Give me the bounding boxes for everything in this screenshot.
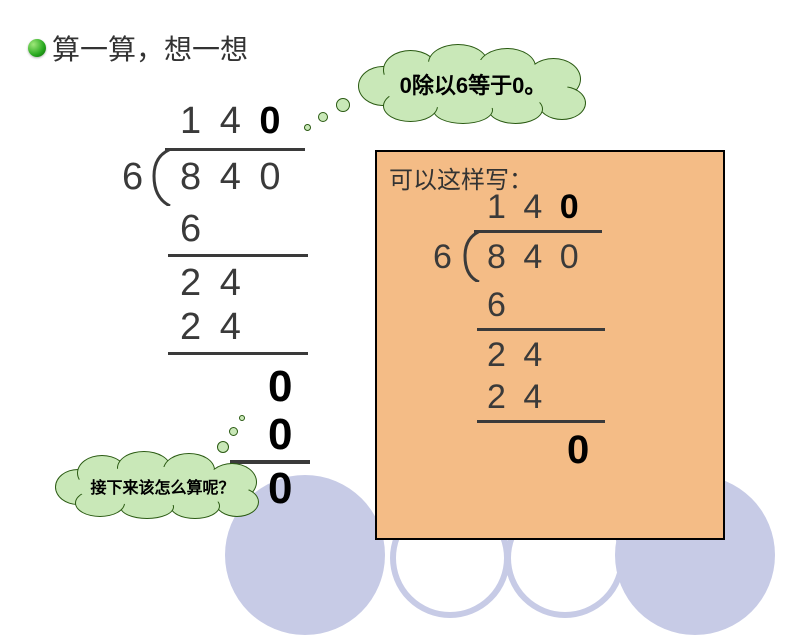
line2 — [168, 352, 308, 355]
r-step4: 0 — [567, 428, 593, 473]
quotient-0: 0 — [259, 100, 284, 142]
r-quotient-14: 1 4 — [487, 188, 560, 226]
cloud-b-dot1 — [217, 441, 229, 453]
step3: 2 4 — [180, 306, 245, 349]
r-line2 — [477, 420, 605, 423]
r-step3: 2 4 — [487, 378, 546, 417]
step5: 0 — [268, 410, 296, 460]
r-line1 — [477, 328, 605, 331]
panel: 可以这样写： 1 4 0 6 8 4 0 6 2 4 2 4 0 — [375, 150, 725, 540]
r-dividend: 8 4 0 — [487, 238, 583, 277]
step6: 0 — [268, 464, 296, 514]
cloud-bottom-text: 接下来该怎么算呢？ — [55, 455, 270, 517]
r-quotient: 1 4 0 — [487, 188, 583, 227]
bullet-icon — [28, 39, 46, 57]
page-title: 算一算，想一想 — [52, 28, 248, 68]
r-bracket-top — [474, 230, 602, 233]
cloud-b-dot3 — [239, 415, 245, 421]
step4: 0 — [268, 362, 296, 412]
quotient-14: 1 4 — [180, 100, 259, 142]
step2: 2 4 — [180, 262, 245, 305]
r-divisor: 6 — [433, 238, 456, 277]
dividend: 8 4 0 — [180, 156, 285, 199]
r-step2: 2 4 — [487, 336, 546, 375]
cloud-top: 0除以6等于0。 — [358, 48, 588, 120]
title-row: 算一算，想一想 — [28, 28, 248, 68]
quotient: 1 4 0 — [180, 100, 285, 143]
cloud-bottom: 接下来该怎么算呢？ — [55, 455, 270, 517]
r-bracket-curve — [463, 230, 485, 282]
step1: 6 — [180, 208, 205, 251]
divisor: 6 — [122, 156, 147, 199]
cloud-top-text: 0除以6等于0。 — [358, 48, 588, 120]
bracket-curve — [152, 148, 176, 206]
bracket-top — [165, 148, 305, 151]
line1 — [168, 254, 308, 257]
r-quotient-0: 0 — [560, 188, 583, 226]
cloud-b-dot2 — [229, 427, 238, 436]
r-step1: 6 — [487, 286, 510, 325]
